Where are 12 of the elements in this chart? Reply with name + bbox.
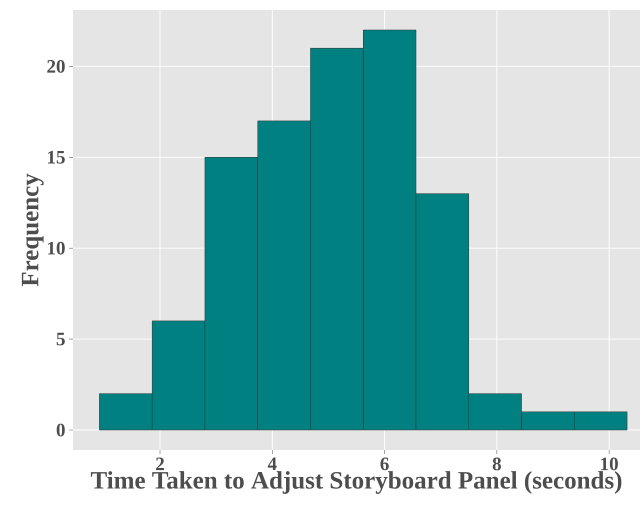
y-tick-label: 5 [56,332,65,346]
x-tick-label: 10 [601,458,618,470]
y-tick-label: 15 [48,150,65,164]
x-axis-title: Time Taken to Adjust Storyboard Panel (seconds) [90,471,622,494]
y-axis-title: Frequency [22,174,44,286]
x-tick-label: 2 [156,458,164,470]
y-tick-label: 10 [48,242,65,255]
x-tick-label: 4 [268,458,277,470]
y-tick-label: 20 [47,60,65,73]
y-tick-label: 0 [56,424,65,436]
x-tick-label: 6 [380,458,389,470]
x-tick-label: 8 [492,458,501,470]
